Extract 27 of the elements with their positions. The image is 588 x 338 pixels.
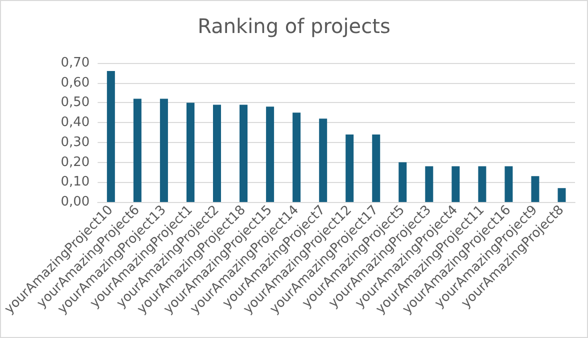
bar bbox=[531, 176, 540, 202]
bar bbox=[558, 188, 566, 202]
y-tick-label: 0,20 bbox=[60, 154, 90, 170]
y-tick-label: 0,10 bbox=[60, 174, 90, 190]
bar bbox=[478, 166, 486, 202]
y-tick-label: 0,40 bbox=[60, 115, 90, 130]
y-tick-label: 0,60 bbox=[60, 75, 90, 90]
bar bbox=[504, 166, 513, 202]
bar bbox=[133, 98, 142, 202]
bar bbox=[452, 166, 460, 202]
bar bbox=[240, 104, 248, 202]
bar bbox=[398, 162, 407, 202]
y-tick-label: 0,30 bbox=[60, 134, 90, 150]
bar bbox=[106, 70, 115, 202]
bar bbox=[160, 98, 168, 202]
bar bbox=[319, 118, 328, 202]
bar bbox=[346, 134, 354, 202]
bar bbox=[266, 106, 274, 202]
y-tick-label: 0,00 bbox=[60, 194, 90, 210]
bar bbox=[372, 134, 380, 202]
chart-title: Ranking of projects bbox=[198, 14, 390, 38]
y-tick-label: 0,70 bbox=[60, 56, 90, 70]
bar bbox=[186, 102, 194, 202]
y-tick-label: 0,50 bbox=[60, 95, 90, 110]
bar bbox=[292, 112, 301, 202]
bar bbox=[425, 166, 434, 202]
bar bbox=[213, 104, 222, 202]
